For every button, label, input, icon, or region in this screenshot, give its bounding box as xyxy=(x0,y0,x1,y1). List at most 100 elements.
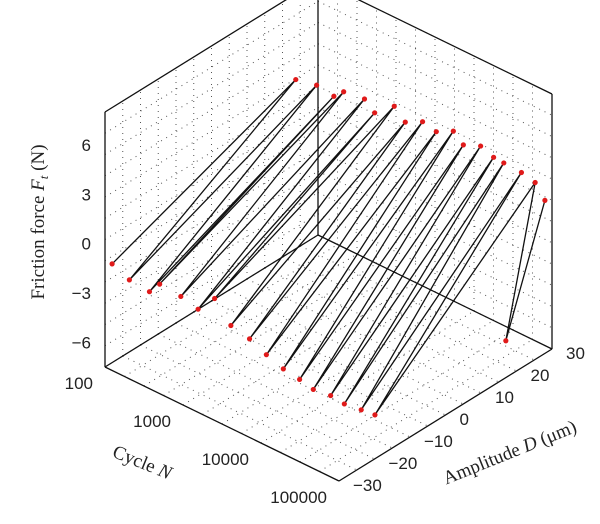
data-point xyxy=(460,142,466,148)
z-axis-label-sub: t xyxy=(36,175,51,179)
z-axis-label-suffix: (N) xyxy=(28,144,49,175)
data-point xyxy=(178,293,184,300)
data-point xyxy=(157,281,163,287)
left-wall-gridline xyxy=(104,107,319,240)
right-wall-gridline xyxy=(317,85,553,201)
grid-layer xyxy=(104,0,553,482)
floor-gridline xyxy=(122,355,357,471)
data-point xyxy=(372,412,378,418)
floor-gridline xyxy=(211,300,446,416)
left-wall-gridline xyxy=(104,170,319,304)
data-point xyxy=(195,306,201,312)
data-point xyxy=(518,169,525,176)
data-point xyxy=(212,295,218,302)
z-tick-label: −3 xyxy=(72,284,91,303)
x-tick-label: 10000 xyxy=(202,450,249,469)
frame-edge xyxy=(338,348,553,482)
data-points-layer xyxy=(109,76,548,418)
y-tick-label: −10 xyxy=(424,432,453,451)
z-axis-label: Friction force Ft (N) xyxy=(28,144,51,299)
floor-gridline xyxy=(221,291,436,425)
data-curve-layer xyxy=(111,78,546,416)
floor-gridline xyxy=(260,310,475,444)
x-tick-label: 100000 xyxy=(270,488,327,507)
frame-edge xyxy=(104,0,287,113)
data-point xyxy=(314,82,320,88)
data-point xyxy=(293,76,299,83)
floor-gridline xyxy=(140,344,375,460)
data-point xyxy=(310,386,316,393)
data-point xyxy=(331,93,337,99)
floor-gridline xyxy=(229,289,464,405)
y-tick-label: 0 xyxy=(460,410,469,429)
data-point xyxy=(501,160,507,166)
data-point xyxy=(478,143,484,149)
data-point xyxy=(391,103,397,109)
frame-edge xyxy=(104,234,319,368)
x-tick-label: 100 xyxy=(65,374,93,393)
x-tick-label: 1000 xyxy=(133,412,171,431)
data-point xyxy=(228,322,234,329)
data-point xyxy=(402,119,408,125)
data-point xyxy=(328,392,334,399)
left-wall-gridline xyxy=(104,43,319,177)
floor-gridline xyxy=(300,245,535,361)
data-point xyxy=(361,96,368,102)
right-wall-gridline xyxy=(317,0,553,116)
data-point xyxy=(372,110,378,116)
data-point xyxy=(296,376,303,383)
x-axis-label-prefix: Cycle xyxy=(109,442,162,480)
y-axis-label-unit: (μm) xyxy=(533,417,580,452)
data-point xyxy=(126,277,132,283)
floor-gridline xyxy=(282,256,517,372)
data-point xyxy=(542,197,548,203)
left-wall-gridline xyxy=(104,0,287,113)
data-point xyxy=(450,128,456,134)
data-point xyxy=(532,179,538,186)
right-wall-gridline xyxy=(317,107,553,222)
y-axis-label-prefix: Amplitude xyxy=(440,438,528,490)
data-point xyxy=(109,261,115,267)
x-axis-label: Cycle N xyxy=(109,442,175,485)
data-point xyxy=(503,338,509,344)
right-wall-gridline xyxy=(317,128,553,244)
y-tick-label: 20 xyxy=(531,366,550,385)
data-point xyxy=(263,352,269,358)
z-tick-label: 0 xyxy=(82,235,91,254)
data-point xyxy=(358,407,364,413)
frame-edge xyxy=(104,366,340,482)
right-wall-gridline xyxy=(317,43,553,159)
y-tick-label: −30 xyxy=(353,476,382,495)
data-point xyxy=(341,89,347,95)
right-wall-gridline xyxy=(317,64,553,180)
z-axis-label-var: F xyxy=(28,179,49,192)
floor-gridline xyxy=(175,322,411,438)
y-tick-label: −20 xyxy=(389,454,418,473)
right-wall-gridline xyxy=(317,170,553,286)
floor-gridline xyxy=(124,244,338,377)
floor-gridline xyxy=(193,311,428,427)
left-wall-gridline xyxy=(104,0,319,134)
z-tick-label: 3 xyxy=(82,185,91,204)
z-tick-label: −6 xyxy=(72,333,91,352)
y-tick-label: 10 xyxy=(495,388,514,407)
z-tick-label: 6 xyxy=(82,136,91,155)
y-tick-label: 30 xyxy=(566,344,585,363)
z-axis-label-prefix: Friction force xyxy=(28,191,49,300)
data-point xyxy=(341,401,347,407)
floor-gridline xyxy=(264,267,499,383)
tick-labels: 630−3−61001000100001000003020100−10−20−3… xyxy=(65,136,585,507)
data-point xyxy=(491,154,497,160)
frame-edge xyxy=(357,0,553,95)
data-point xyxy=(433,129,439,135)
right-wall-gridline xyxy=(317,213,553,329)
floor-gridline xyxy=(158,333,393,449)
right-wall-gridline xyxy=(317,22,553,137)
floor-gridline xyxy=(143,253,358,387)
data-point xyxy=(419,119,426,125)
data-point xyxy=(146,289,153,295)
right-wall-gridline xyxy=(357,0,553,95)
series-line xyxy=(111,78,546,416)
data-point xyxy=(280,366,286,372)
